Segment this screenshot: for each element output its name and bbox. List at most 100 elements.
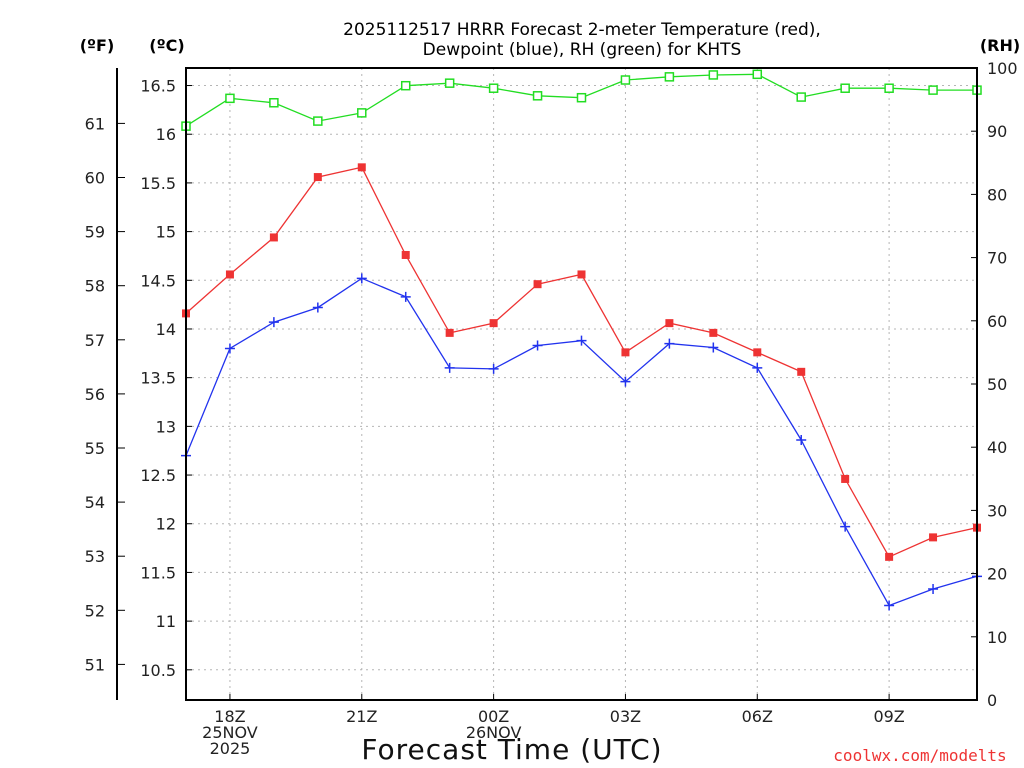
dewpoint-marker <box>576 335 587 346</box>
celsius-tick-label: 12 <box>156 515 176 534</box>
temperature-marker <box>489 319 498 328</box>
fahrenheit-axis-unit: (ºF) <box>80 36 115 55</box>
fahrenheit-tick-label: 58 <box>85 277 105 296</box>
dewpoint-marker <box>488 363 499 374</box>
celsius-tick-label: 16 <box>156 125 176 144</box>
rh-series <box>181 69 982 131</box>
rh-marker <box>400 80 411 91</box>
celsius-tick-label: 15.5 <box>140 174 176 193</box>
celsius-tick-label: 16.5 <box>140 77 176 96</box>
rh-tick-label: 50 <box>987 375 1007 394</box>
dewpoint-marker <box>620 376 631 387</box>
x-tick-label: 2025 <box>210 739 251 758</box>
celsius-tick-label: 10.5 <box>140 661 176 680</box>
temperature-line <box>185 166 978 558</box>
celsius-axis-unit: (ºC) <box>149 36 184 55</box>
rh-marker <box>532 91 543 101</box>
rh-tick-label: 60 <box>987 312 1007 331</box>
dewpoint-marker <box>268 317 279 328</box>
rh-marker <box>884 83 894 93</box>
plot-series <box>181 69 982 611</box>
rh-tick-label: 100 <box>987 59 1018 78</box>
temperature-marker <box>709 328 718 337</box>
rh-tick-label: 80 <box>987 185 1007 204</box>
dewpoint-marker <box>664 338 675 349</box>
dewpoint-marker <box>840 521 851 532</box>
dewpoint-marker <box>796 434 807 445</box>
credit-text: coolwx.com/modelts <box>833 746 1006 765</box>
temperature-marker <box>929 533 938 542</box>
temperature-marker <box>841 474 850 483</box>
celsius-tick-label: 11.5 <box>140 563 176 582</box>
temperature-marker <box>797 367 806 376</box>
rh-marker <box>928 85 938 95</box>
dewpoint-series <box>181 273 982 611</box>
rh-tick-label: 70 <box>987 249 1007 268</box>
fahrenheit-tick-label: 53 <box>85 547 105 566</box>
rh-tick-label: 40 <box>987 438 1007 457</box>
x-tick-label: 00Z <box>478 707 509 726</box>
celsius-tick-label: 13.5 <box>140 369 176 388</box>
rh-tick-label: 20 <box>987 565 1007 584</box>
temperature-marker <box>577 270 586 279</box>
rh-marker <box>269 98 279 108</box>
dewpoint-marker <box>708 342 719 353</box>
x-tick-label: 09Z <box>873 707 904 726</box>
x-axis-label: Forecast Time (UTC) <box>361 733 662 766</box>
temperature-marker <box>269 233 278 242</box>
celsius-tick-label: 14 <box>156 320 176 339</box>
rh-axis-unit: (RH) <box>980 36 1020 55</box>
celsius-tick-label: 13 <box>156 417 176 436</box>
celsius-tick-label: 15 <box>156 223 176 242</box>
rh-tick-label: 10 <box>987 628 1007 647</box>
temperature-marker <box>665 319 674 328</box>
celsius-tick-label: 11 <box>156 612 176 631</box>
temperature-marker <box>357 163 366 172</box>
dewpoint-marker <box>884 600 895 611</box>
x-tick-label: 21Z <box>346 707 377 726</box>
rh-marker <box>796 92 806 102</box>
fahrenheit-tick-label: 55 <box>85 439 105 458</box>
rh-marker <box>225 93 235 104</box>
dewpoint-marker <box>532 340 543 351</box>
dewpoint-line <box>185 277 978 607</box>
temperature-marker <box>621 348 630 357</box>
temperature-marker <box>445 328 454 337</box>
rh-marker <box>840 83 850 93</box>
x-tick-label: 06Z <box>742 707 773 726</box>
temperature-marker <box>885 552 894 561</box>
fahrenheit-tick-label: 52 <box>85 601 105 620</box>
fahrenheit-tick-label: 54 <box>85 493 105 512</box>
celsius-tick-label: 12.5 <box>140 466 176 485</box>
rh-tick-label: 90 <box>987 122 1007 141</box>
x-tick-label: 03Z <box>610 707 641 726</box>
dewpoint-marker <box>312 302 323 313</box>
dewpoint-marker <box>752 362 763 373</box>
rh-marker <box>576 92 587 103</box>
fahrenheit-tick-label: 61 <box>85 114 105 133</box>
temperature-marker <box>533 280 542 289</box>
x-tick-label: 18Z <box>214 707 245 726</box>
fahrenheit-tick-label: 59 <box>85 223 105 242</box>
chart-title-line-1: 2025112517 HRRR Forecast 2-meter Tempera… <box>343 20 821 40</box>
fahrenheit-tick-label: 57 <box>85 331 105 350</box>
fahrenheit-axis: 51 52 53 54 55 56 57 58 59 60 61 <box>85 68 125 700</box>
dewpoint-marker <box>224 343 235 354</box>
temperature-series <box>182 163 981 561</box>
rh-marker <box>357 108 367 118</box>
plot-frame <box>185 67 978 701</box>
chart-title: 2025112517 HRRR Forecast 2-meter Tempera… <box>343 20 821 60</box>
rh-tick-label: 0 <box>987 691 997 710</box>
dewpoint-marker <box>444 362 455 373</box>
dewpoint-marker <box>928 583 939 594</box>
rh-marker <box>620 75 631 85</box>
rh-tick-label: 30 <box>987 501 1007 520</box>
fahrenheit-tick-label: 51 <box>85 655 105 674</box>
rh-marker <box>752 69 763 80</box>
temperature-marker <box>753 348 762 357</box>
temperature-marker <box>225 270 234 279</box>
chart-title-line-2: Dewpoint (blue), RH (green) for KHTS <box>423 40 742 60</box>
fahrenheit-tick-label: 60 <box>85 168 105 187</box>
